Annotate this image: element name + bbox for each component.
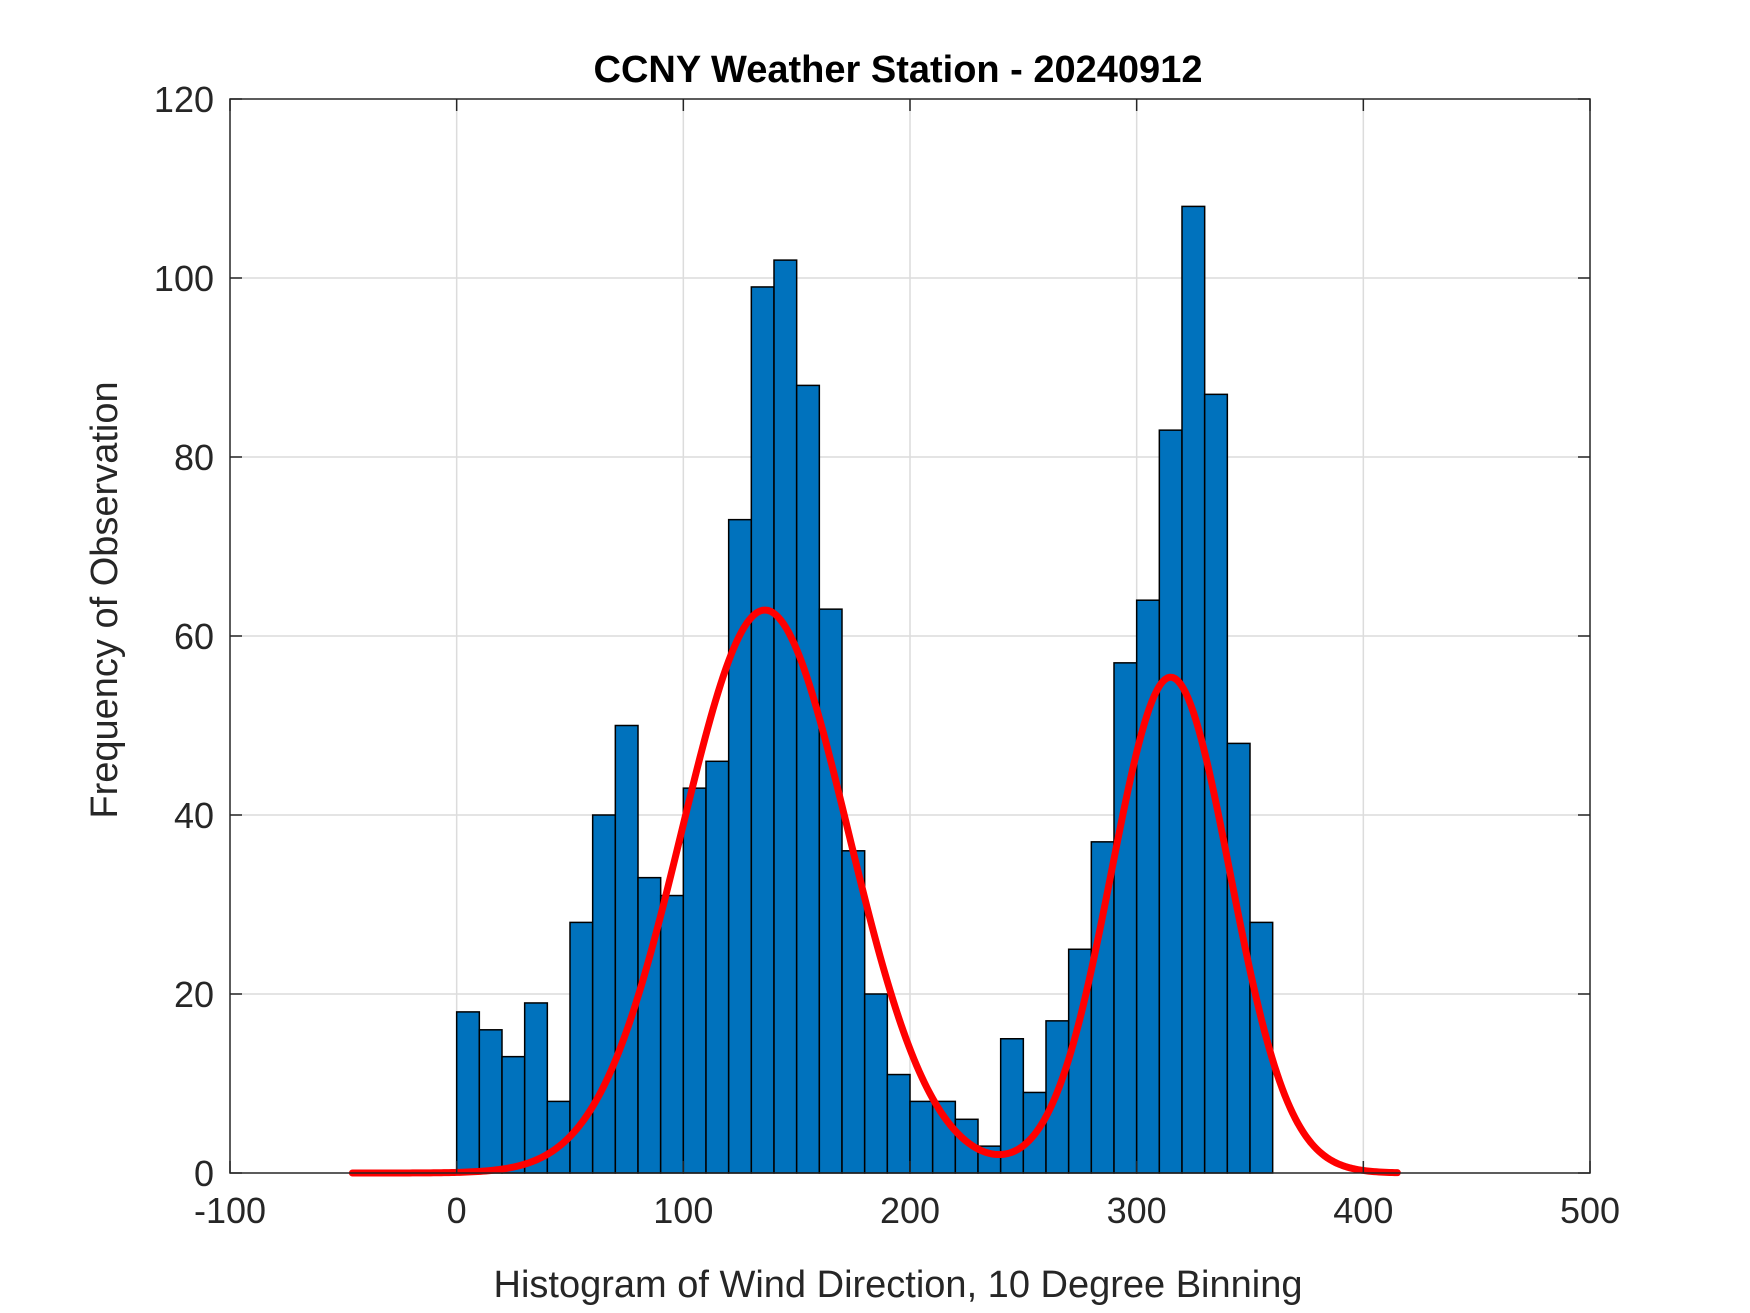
histogram-bar xyxy=(1158,429,1183,1174)
x-tick-label: 400 xyxy=(1333,1190,1393,1231)
y-axis-label: Frequency of Observation xyxy=(84,381,126,818)
histogram-bar xyxy=(523,1002,549,1174)
histogram-bar xyxy=(841,850,866,1174)
histogram-bar xyxy=(886,1073,911,1174)
y-tick-label: 100 xyxy=(154,258,214,299)
fit-curve xyxy=(348,606,1401,1177)
histogram-bar xyxy=(705,760,730,1174)
y-tick-label: 60 xyxy=(174,616,214,657)
histogram-bar xyxy=(659,894,685,1174)
histogram-bar xyxy=(614,724,639,1174)
chart-title: CCNY Weather Station - 20240912 xyxy=(594,49,1203,91)
x-tick-label: 0 xyxy=(447,1190,467,1231)
histogram-bar xyxy=(863,993,889,1174)
histogram-bar xyxy=(478,1029,503,1174)
grid xyxy=(230,99,1590,1173)
axes xyxy=(229,98,1591,1174)
y-tick-label: 40 xyxy=(174,795,214,836)
x-tick-label: 300 xyxy=(1107,1190,1167,1231)
histogram-bar xyxy=(1113,662,1138,1174)
histogram-bar xyxy=(591,814,617,1174)
histogram-bar xyxy=(795,384,821,1174)
y-tick-label: 20 xyxy=(174,974,214,1015)
x-tick-label: 500 xyxy=(1560,1190,1620,1231)
histogram-bar xyxy=(501,1055,526,1174)
x-tick-label: 100 xyxy=(653,1190,713,1231)
y-tick-label: 80 xyxy=(174,437,214,478)
x-tick-label: -100 xyxy=(194,1190,266,1231)
histogram-bar xyxy=(750,286,775,1174)
x-tick-label: 200 xyxy=(880,1190,940,1231)
y-tick-label: 120 xyxy=(154,79,214,120)
x-axis-label: Histogram of Wind Direction, 10 Degree B… xyxy=(494,1264,1303,1306)
y-tick-label: 0 xyxy=(194,1153,214,1194)
histogram-bar xyxy=(773,259,798,1174)
histogram-bar xyxy=(682,787,707,1174)
histogram-bar xyxy=(455,1011,481,1174)
histogram-bar xyxy=(1203,393,1229,1174)
histogram-bar xyxy=(909,1100,934,1174)
histogram-bar xyxy=(818,608,843,1174)
fit-curve-line xyxy=(348,606,1401,1177)
